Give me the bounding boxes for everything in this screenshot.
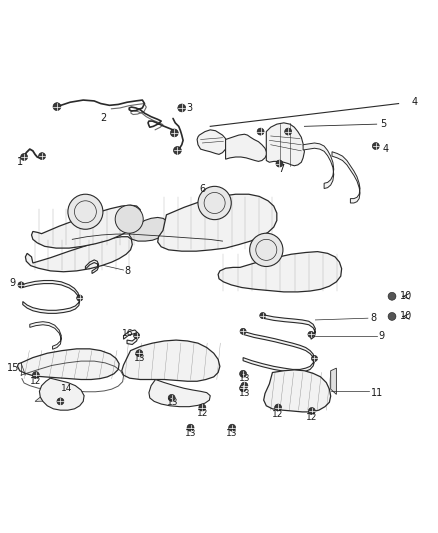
Text: 13: 13 bbox=[134, 354, 145, 363]
Text: 13: 13 bbox=[185, 429, 196, 438]
Circle shape bbox=[311, 356, 318, 361]
Polygon shape bbox=[122, 340, 220, 381]
Text: 6: 6 bbox=[199, 183, 205, 193]
Polygon shape bbox=[332, 152, 360, 203]
Polygon shape bbox=[124, 330, 138, 344]
Circle shape bbox=[276, 160, 283, 167]
Circle shape bbox=[77, 295, 83, 301]
Text: 12: 12 bbox=[197, 409, 208, 418]
Circle shape bbox=[39, 152, 46, 159]
Circle shape bbox=[257, 128, 264, 135]
Text: 5: 5 bbox=[380, 119, 386, 129]
Polygon shape bbox=[263, 314, 315, 339]
Circle shape bbox=[53, 103, 61, 110]
Circle shape bbox=[199, 404, 206, 411]
Polygon shape bbox=[35, 395, 84, 401]
Circle shape bbox=[285, 128, 292, 135]
Text: 11: 11 bbox=[371, 387, 384, 398]
Circle shape bbox=[198, 187, 231, 220]
Circle shape bbox=[275, 404, 282, 411]
Polygon shape bbox=[149, 379, 210, 407]
Text: 9: 9 bbox=[10, 278, 16, 288]
Text: 3: 3 bbox=[186, 103, 192, 113]
Text: 10: 10 bbox=[399, 311, 412, 321]
Circle shape bbox=[187, 424, 194, 431]
Circle shape bbox=[32, 372, 39, 378]
Polygon shape bbox=[303, 143, 334, 189]
Polygon shape bbox=[129, 217, 169, 241]
Circle shape bbox=[240, 385, 247, 392]
Text: 12: 12 bbox=[30, 377, 42, 386]
Circle shape bbox=[115, 205, 143, 233]
Circle shape bbox=[229, 424, 236, 431]
Text: 12: 12 bbox=[306, 413, 318, 422]
Text: 2: 2 bbox=[100, 112, 106, 123]
Text: 7: 7 bbox=[278, 164, 284, 174]
Polygon shape bbox=[18, 349, 119, 379]
Text: 13: 13 bbox=[239, 374, 250, 383]
Polygon shape bbox=[25, 237, 132, 272]
Text: 13: 13 bbox=[226, 429, 238, 438]
Circle shape bbox=[388, 292, 396, 300]
Circle shape bbox=[178, 104, 186, 112]
Circle shape bbox=[134, 333, 140, 339]
Text: 14: 14 bbox=[61, 384, 72, 393]
Polygon shape bbox=[331, 368, 336, 394]
Text: 10: 10 bbox=[399, 291, 412, 301]
Polygon shape bbox=[21, 280, 80, 313]
Circle shape bbox=[241, 382, 248, 389]
Circle shape bbox=[21, 154, 28, 160]
Circle shape bbox=[308, 408, 315, 415]
Circle shape bbox=[68, 194, 103, 229]
Circle shape bbox=[372, 142, 379, 150]
Circle shape bbox=[173, 147, 181, 155]
Circle shape bbox=[57, 398, 64, 405]
Text: 15: 15 bbox=[7, 363, 19, 373]
Circle shape bbox=[388, 312, 396, 320]
Text: 4: 4 bbox=[382, 144, 389, 154]
Circle shape bbox=[170, 129, 178, 137]
Text: 13: 13 bbox=[167, 398, 179, 407]
Text: 13: 13 bbox=[239, 389, 250, 398]
Polygon shape bbox=[243, 332, 314, 373]
Circle shape bbox=[240, 328, 246, 334]
Text: 4: 4 bbox=[412, 97, 418, 107]
Circle shape bbox=[308, 332, 314, 337]
Text: 12: 12 bbox=[272, 409, 284, 418]
Polygon shape bbox=[32, 205, 141, 248]
Circle shape bbox=[136, 350, 143, 357]
Text: 8: 8 bbox=[125, 266, 131, 276]
Circle shape bbox=[250, 233, 283, 266]
Polygon shape bbox=[158, 194, 277, 251]
Polygon shape bbox=[264, 370, 331, 412]
Text: 8: 8 bbox=[370, 313, 376, 323]
Text: 16: 16 bbox=[122, 329, 134, 338]
Circle shape bbox=[18, 282, 24, 288]
Polygon shape bbox=[197, 130, 227, 155]
Polygon shape bbox=[266, 123, 304, 166]
Polygon shape bbox=[85, 260, 99, 273]
Text: 1: 1 bbox=[17, 157, 23, 167]
Polygon shape bbox=[39, 378, 84, 410]
Circle shape bbox=[240, 370, 247, 377]
Polygon shape bbox=[226, 134, 267, 161]
Text: 9: 9 bbox=[379, 330, 385, 341]
Circle shape bbox=[168, 394, 175, 401]
Circle shape bbox=[260, 312, 266, 319]
Polygon shape bbox=[30, 322, 61, 349]
Polygon shape bbox=[218, 252, 342, 292]
